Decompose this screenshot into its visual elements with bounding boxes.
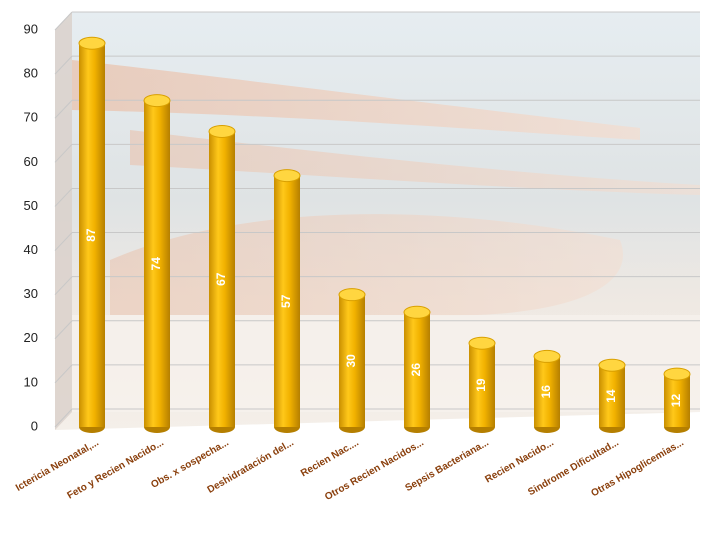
bar <box>144 100 170 428</box>
y-tick-label: 60 <box>24 154 38 169</box>
bar-top <box>338 288 366 302</box>
y-tick-label: 80 <box>24 66 38 81</box>
value-label: 12 <box>669 394 683 408</box>
value-label: 57 <box>279 294 293 308</box>
grid-line <box>54 408 73 428</box>
x-tick-label: Recien Nac.... <box>299 437 361 479</box>
grid-line <box>54 320 73 340</box>
value-label: 74 <box>149 257 163 271</box>
y-tick-label: 70 <box>24 110 38 125</box>
grid <box>54 11 700 428</box>
value-label: 16 <box>539 385 553 399</box>
grid-line <box>54 143 73 163</box>
value-label: 30 <box>344 354 358 368</box>
bar-top <box>598 358 626 372</box>
bar <box>469 343 495 427</box>
bar-top <box>273 169 301 183</box>
value-label: 26 <box>409 363 423 377</box>
blanket-image <box>72 315 700 412</box>
bar-top <box>533 349 561 363</box>
bars: 87 74 67 57 30 26 19 16 14 12 <box>78 36 691 433</box>
grid-line <box>54 276 73 296</box>
value-label: 14 <box>604 389 618 403</box>
value-label: 87 <box>84 228 98 242</box>
bar <box>209 131 235 427</box>
y-tick-label: 10 <box>24 374 38 389</box>
value-label: 19 <box>474 378 488 392</box>
bar-top <box>143 94 171 108</box>
grid-line <box>54 188 73 207</box>
bar-top <box>663 367 691 381</box>
value-label: 67 <box>214 272 228 286</box>
grid-line <box>54 99 73 119</box>
y-tick-label: 20 <box>24 330 38 345</box>
baby-image <box>110 214 624 316</box>
y-tick-label: 50 <box>24 198 38 213</box>
grid-line <box>54 11 73 31</box>
grid-line <box>54 55 73 75</box>
bar-top <box>78 36 106 50</box>
y-tick-label: 30 <box>24 286 38 301</box>
hand-image <box>130 130 700 195</box>
y-tick-label: 0 <box>31 418 38 433</box>
bar <box>274 175 300 427</box>
bar <box>339 294 365 427</box>
bar <box>599 365 625 427</box>
bar <box>534 356 560 427</box>
bar <box>79 43 105 427</box>
bar-top <box>468 336 496 350</box>
y-tick-label: 90 <box>24 21 38 36</box>
bar-top <box>208 124 236 138</box>
grid-line <box>54 232 73 251</box>
grid-line <box>54 364 73 384</box>
bar <box>664 374 690 427</box>
bar-top <box>403 305 431 319</box>
y-tick-label: 40 <box>24 242 38 257</box>
bar <box>404 312 430 427</box>
